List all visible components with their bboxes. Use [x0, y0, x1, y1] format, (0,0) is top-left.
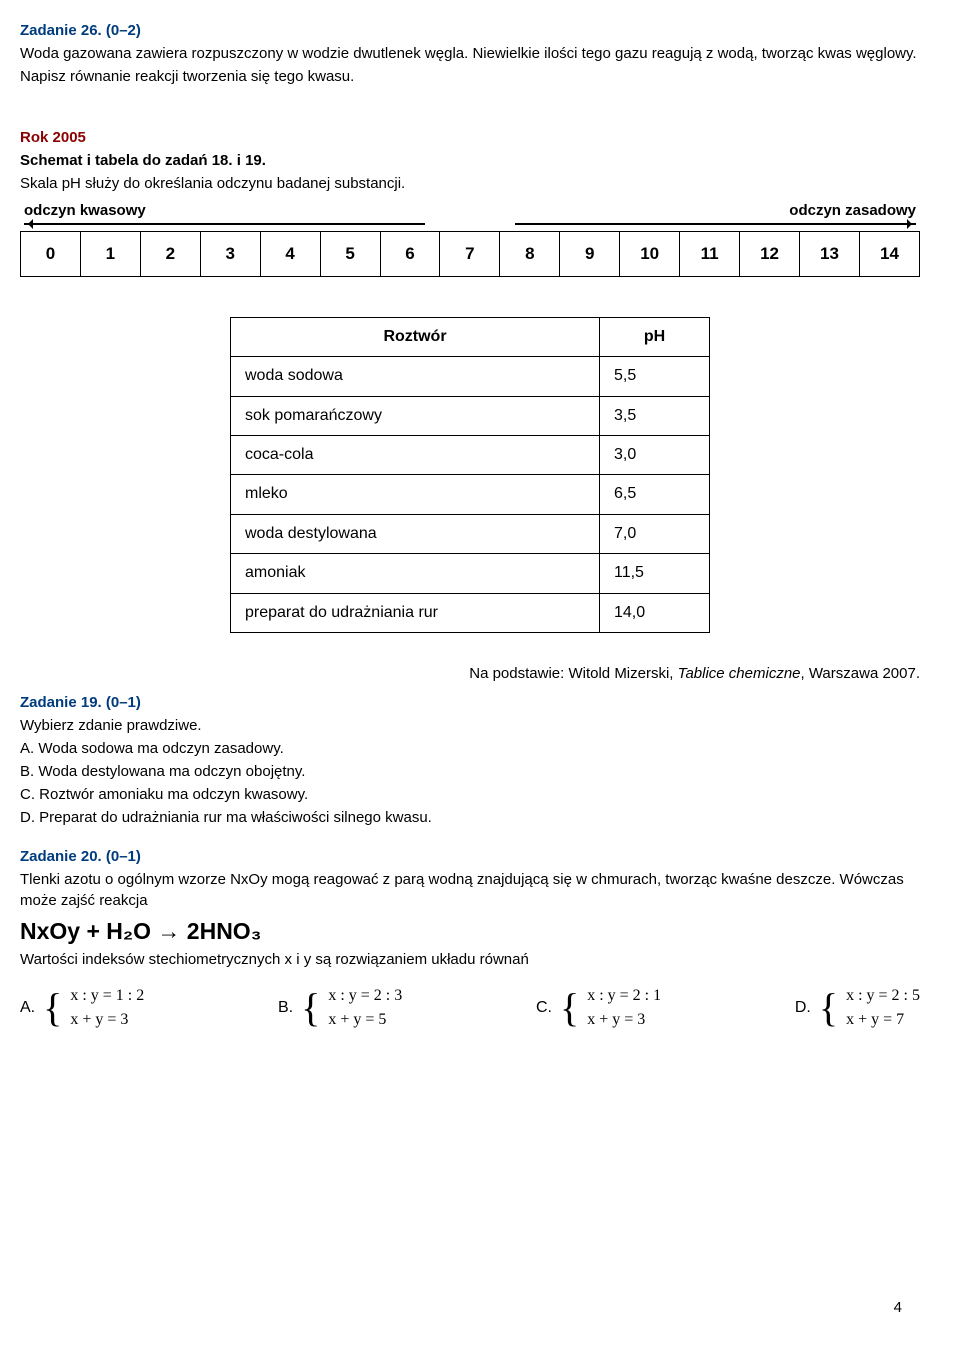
brace-icon: { [301, 988, 320, 1028]
roztwor-name-cell: mleko [231, 475, 600, 514]
roztwor-ph-cell: 5,5 [600, 357, 710, 396]
roztwor-name-cell: coca-cola [231, 435, 600, 474]
table-row: sok pomarańczowy3,5 [231, 396, 710, 435]
roztwor-ph-cell: 11,5 [600, 554, 710, 593]
ph-cell: 7 [440, 232, 500, 277]
answer-d-eq2: x + y = 7 [846, 1008, 920, 1032]
table-row: amoniak11,5 [231, 554, 710, 593]
table-row: preparat do udrażniania rur14,0 [231, 593, 710, 632]
answer-a-eq1: x : y = 1 : 2 [70, 984, 144, 1008]
answer-d: D. { x : y = 2 : 5 x + y = 7 [795, 984, 920, 1032]
task20-answers: A. { x : y = 1 : 2 x + y = 3 B. { x : y … [20, 984, 920, 1032]
ph-cell: 6 [380, 232, 440, 277]
task19-option-c: C. Roztwór amoniaku ma odczyn kwasowy. [20, 784, 920, 805]
ph-cell: 11 [680, 232, 740, 277]
answer-a-label: A. [20, 997, 35, 1019]
answer-d-label: D. [795, 997, 811, 1019]
answer-b-label: B. [278, 997, 293, 1019]
answer-c-eq2: x + y = 3 [587, 1008, 661, 1032]
ph-label-right: odczyn zasadowy [789, 200, 916, 221]
ph-cell: 3 [200, 232, 260, 277]
roztwor-ph-cell: 14,0 [600, 593, 710, 632]
task20-p1: Tlenki azotu o ogólnym wzorze NxOy mogą … [20, 869, 920, 911]
answer-d-eq1: x : y = 2 : 5 [846, 984, 920, 1008]
task20-p2: Wartości indeksów stechiometrycznych x i… [20, 949, 920, 970]
arrow-left-icon [24, 223, 425, 225]
ph-cell: 10 [620, 232, 680, 277]
ph-cell: 5 [320, 232, 380, 277]
answer-c-eq1: x : y = 2 : 1 [587, 984, 661, 1008]
task20-title: Zadanie 20. (0–1) [20, 846, 920, 867]
ph-cell: 8 [500, 232, 560, 277]
answer-c: C. { x : y = 2 : 1 x + y = 3 [536, 984, 661, 1032]
ph-cell: 0 [21, 232, 81, 277]
ph-cell: 1 [80, 232, 140, 277]
roztwor-ph-cell: 3,0 [600, 435, 710, 474]
roztwor-col1: Roztwór [231, 317, 600, 356]
task19-intro: Wybierz zdanie prawdziwe. [20, 715, 920, 736]
roztwor-ph-cell: 7,0 [600, 514, 710, 553]
task26-title: Zadanie 26. (0–2) [20, 20, 920, 41]
answer-b: B. { x : y = 2 : 3 x + y = 5 [278, 984, 402, 1032]
task26-p1: Woda gazowana zawiera rozpuszczony w wod… [20, 43, 920, 64]
ph-scale-diagram: odczyn kwasowy odczyn zasadowy 012345678… [20, 200, 920, 277]
table-row: coca-cola3,0 [231, 435, 710, 474]
task19-option-a: A. Woda sodowa ma odczyn zasadowy. [20, 738, 920, 759]
roztwor-ph-cell: 3,5 [600, 396, 710, 435]
roztwor-name-cell: woda destylowana [231, 514, 600, 553]
source-prefix: Na podstawie: Witold Mizerski, [469, 665, 677, 682]
answer-b-eq1: x : y = 2 : 3 [328, 984, 402, 1008]
task19-option-d: D. Preparat do udrażniania rur ma właści… [20, 807, 920, 828]
roztwor-name-cell: amoniak [231, 554, 600, 593]
arrow-right-icon [515, 223, 916, 225]
brace-icon: { [819, 988, 838, 1028]
brace-icon: { [43, 988, 62, 1028]
task26-p2: Napisz równanie reakcji tworzenia się te… [20, 66, 920, 87]
table-row: woda sodowa5,5 [231, 357, 710, 396]
roztwor-name-cell: sok pomarańczowy [231, 396, 600, 435]
answer-a-eq2: x + y = 3 [70, 1008, 144, 1032]
ph-cell: 4 [260, 232, 320, 277]
task20-formula: NxOy + H₂O → 2HNO₃ [20, 915, 920, 947]
table-row: woda destylowana7,0 [231, 514, 710, 553]
source-line: Na podstawie: Witold Mizerski, Tablice c… [20, 663, 920, 684]
ph-cell: 13 [799, 232, 859, 277]
ph-cell: 14 [859, 232, 919, 277]
roztwor-name-cell: woda sodowa [231, 357, 600, 396]
rok2005-title: Rok 2005 [20, 127, 920, 148]
ph-scale-table: 01234567891011121314 [20, 231, 920, 277]
roztwor-ph-cell: 6,5 [600, 475, 710, 514]
brace-icon: { [560, 988, 579, 1028]
table-row: mleko6,5 [231, 475, 710, 514]
task19-option-b: B. Woda destylowana ma odczyn obojętny. [20, 761, 920, 782]
page-number: 4 [894, 1297, 902, 1318]
task19-title: Zadanie 19. (0–1) [20, 692, 920, 713]
source-italic: Tablice chemiczne [678, 665, 801, 682]
rok2005-line2: Skala pH służy do określania odczynu bad… [20, 173, 920, 194]
ph-cell: 9 [560, 232, 620, 277]
roztwor-table: Roztwór pH woda sodowa5,5sok pomarańczow… [230, 317, 710, 633]
ph-label-left: odczyn kwasowy [24, 200, 146, 221]
answer-c-label: C. [536, 997, 552, 1019]
roztwor-col2: pH [600, 317, 710, 356]
rok2005-line1a: Schemat i tabela do zadań 18. i 19. [20, 150, 920, 171]
ph-cell: 2 [140, 232, 200, 277]
ph-cell: 12 [740, 232, 800, 277]
answer-b-eq2: x + y = 5 [328, 1008, 402, 1032]
answer-a: A. { x : y = 1 : 2 x + y = 3 [20, 984, 144, 1032]
roztwor-name-cell: preparat do udrażniania rur [231, 593, 600, 632]
source-suffix: , Warszawa 2007. [801, 665, 921, 682]
